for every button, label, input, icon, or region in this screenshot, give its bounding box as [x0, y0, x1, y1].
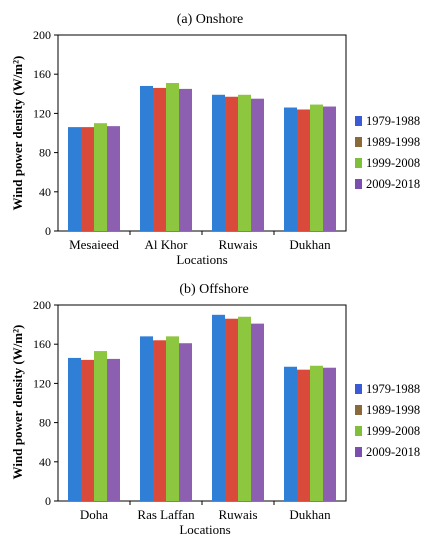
legend-label: 1999-2008 [366, 424, 420, 438]
onshore-y-axis-label: Wind power density (W/m²) [10, 56, 25, 211]
bar [212, 314, 225, 501]
bar [81, 359, 94, 501]
category-label: Al Khor [145, 237, 189, 252]
offshore-y-axis-label: Wind power density (W/m²) [10, 325, 25, 480]
y-tick-label: 120 [33, 376, 51, 390]
category-label: Ruwais [219, 237, 258, 252]
category-label: Dukhan [289, 237, 331, 252]
bar [153, 87, 166, 231]
legend-swatch [355, 137, 362, 147]
legend-swatch [355, 426, 362, 436]
onshore-y-ticks: 0 40 80 120 160 200 [33, 28, 275, 238]
offshore-chart-title: (b) Offshore [179, 282, 248, 297]
bar [81, 127, 94, 231]
offshore-legend: 1979-1988 1989-1998 1999-2008 2009-2018 [355, 382, 420, 459]
category-label: Dukhan [289, 507, 331, 522]
category-label: Mesaieed [69, 237, 119, 252]
bar [251, 98, 264, 231]
bar [323, 106, 336, 231]
bar [68, 127, 81, 231]
y-tick-label: 80 [39, 146, 51, 160]
bar [107, 126, 120, 231]
offshore-chart-panel: (b) Offshore Wind power density (W/m²) L… [10, 282, 420, 537]
bar [297, 369, 310, 501]
y-tick-label: 40 [39, 455, 51, 469]
y-tick-label: 0 [45, 224, 51, 238]
bar [238, 94, 251, 231]
y-tick-label: 0 [45, 494, 51, 508]
legend-swatch [355, 179, 362, 189]
bar [323, 367, 336, 501]
bar [297, 109, 310, 231]
legend-swatch [355, 384, 362, 394]
legend-label: 1999-2008 [366, 156, 420, 170]
offshore-bars [68, 314, 336, 501]
y-tick-label: 200 [33, 28, 51, 42]
bar [68, 357, 81, 501]
onshore-x-axis-label: Locations [176, 252, 227, 267]
bar [238, 316, 251, 501]
offshore-y-ticks: 0 40 80 120 160 200 [33, 298, 275, 508]
legend-label: 2009-2018 [366, 445, 420, 459]
bar [284, 366, 297, 501]
bar [251, 323, 264, 501]
legend-swatch [355, 158, 362, 168]
bar [94, 123, 107, 231]
y-tick-label: 40 [39, 185, 51, 199]
onshore-chart-panel: (a) Onshore Wind power density (W/m²) Lo… [10, 12, 420, 267]
legend-label: 2009-2018 [366, 177, 420, 191]
y-tick-label: 160 [33, 67, 51, 81]
y-tick-label: 160 [33, 337, 51, 351]
offshore-x-axis-label: Locations [179, 522, 230, 537]
legend-label: 1979-1988 [366, 382, 420, 396]
bar [107, 358, 120, 501]
onshore-legend: 1979-1988 1989-1998 1999-2008 2009-2018 [355, 114, 420, 191]
onshore-category-labels: Mesaieed Al Khor Ruwais Dukhan [69, 237, 331, 252]
legend-label: 1979-1988 [366, 114, 420, 128]
y-tick-label: 80 [39, 416, 51, 430]
category-label: Doha [80, 507, 108, 522]
category-label: Ras Laffan [137, 507, 195, 522]
bar [179, 88, 192, 232]
onshore-chart-title: (a) Onshore [177, 12, 243, 27]
offshore-category-labels: Doha Ras Laffan Ruwais Dukhan [80, 507, 331, 522]
bar [212, 94, 225, 231]
bar [166, 336, 179, 501]
y-tick-label: 200 [33, 298, 51, 312]
category-label: Ruwais [219, 507, 258, 522]
bar [225, 318, 238, 501]
bar [94, 351, 107, 501]
bar [153, 340, 166, 501]
bar [140, 336, 153, 501]
bar [166, 83, 179, 232]
y-tick-label: 120 [33, 106, 51, 120]
legend-swatch [355, 447, 362, 457]
bar [310, 104, 323, 231]
legend-swatch [355, 405, 362, 415]
bar [179, 343, 192, 501]
bar [140, 85, 153, 232]
legend-label: 1989-1998 [366, 403, 420, 417]
legend-swatch [355, 116, 362, 126]
legend-label: 1989-1998 [366, 135, 420, 149]
onshore-bars [68, 83, 336, 232]
bar [284, 107, 297, 231]
bar [225, 96, 238, 232]
bar [310, 365, 323, 501]
